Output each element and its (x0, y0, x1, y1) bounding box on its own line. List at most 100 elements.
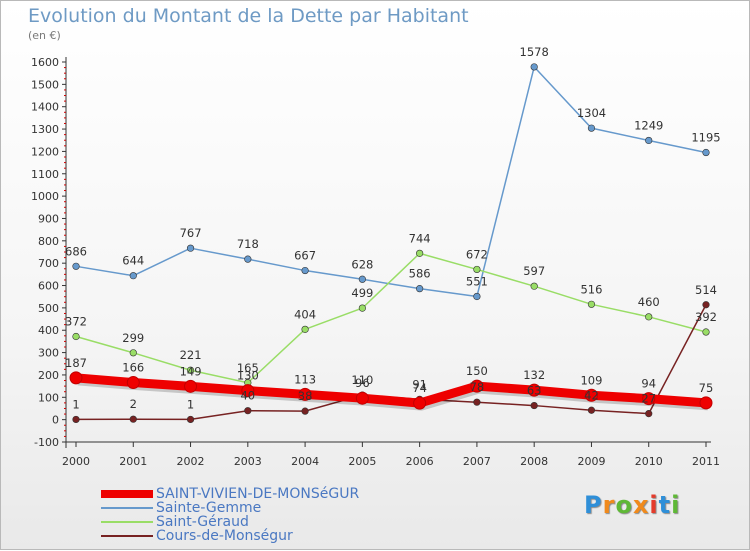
data-label: 2 (130, 397, 137, 411)
data-label: 63 (527, 384, 542, 398)
data-point (129, 415, 137, 423)
data-label: 686 (65, 244, 87, 258)
data-label: 644 (122, 254, 144, 268)
x-tick-label: 2010 (635, 455, 663, 468)
data-label: 109 (580, 373, 602, 387)
data-label: 460 (638, 295, 660, 309)
y-tick-label: 400 (38, 324, 59, 337)
data-label: 27 (641, 392, 656, 406)
data-label: 221 (180, 348, 202, 362)
data-label: 74 (412, 381, 427, 395)
data-point (241, 384, 255, 398)
data-point (301, 407, 309, 415)
legend-label-sainte-gemme: Sainte-Gemme (156, 500, 262, 516)
logo-letter: i (671, 491, 681, 519)
data-point (126, 376, 140, 390)
logo-letter: o (615, 491, 633, 519)
data-label: 499 (351, 286, 373, 300)
y-tick-label: 0 (52, 414, 59, 427)
logo-letter: t (658, 491, 672, 519)
y-tick-label: 900 (38, 212, 59, 225)
y-tick-label: 1400 (31, 101, 59, 114)
data-point (358, 275, 366, 283)
data-label: 38 (298, 389, 313, 403)
chart-title: Evolution du Montant de la Dette par Hab… (28, 5, 469, 27)
y-tick-label: 1500 (31, 78, 59, 91)
data-point (184, 379, 198, 393)
x-tick-label: 2000 (62, 455, 90, 468)
y-tick-label: -100 (34, 436, 59, 449)
data-label: 514 (695, 283, 717, 297)
data-label: 40 (240, 389, 255, 403)
data-label: 744 (409, 231, 431, 245)
data-label: 150 (466, 364, 488, 378)
data-label: 718 (237, 237, 259, 251)
data-label: 1578 (520, 45, 549, 59)
data-label: 628 (351, 257, 373, 271)
y-tick-label: 1000 (31, 190, 59, 203)
x-tick-label: 2011 (692, 455, 720, 468)
data-label: 149 (180, 364, 202, 378)
y-tick-label: 1600 (31, 56, 59, 69)
data-label: 1 (187, 397, 194, 411)
data-label: 667 (294, 249, 316, 263)
x-tick-label: 2004 (291, 455, 319, 468)
data-point (702, 328, 710, 336)
legend-label-saint-vivien: SAINT-VIVIEN-DE-MONSéGUR (156, 486, 360, 502)
data-point (645, 136, 653, 145)
logo-letter: P (584, 491, 603, 519)
data-label: 187 (65, 356, 87, 370)
data-point (129, 272, 137, 280)
proxiti-logo: Proxiti (584, 491, 680, 519)
data-point (530, 401, 538, 410)
data-point (702, 301, 710, 309)
data-point (645, 313, 653, 321)
data-label: 132 (523, 368, 545, 382)
data-point (587, 124, 596, 132)
data-label: 42 (584, 388, 599, 402)
data-point (413, 396, 427, 410)
data-point (186, 366, 195, 374)
data-point (642, 392, 656, 406)
data-point (186, 244, 195, 252)
data-point (186, 415, 195, 424)
data-point (416, 285, 424, 293)
data-label: 516 (580, 282, 602, 296)
data-label: 96 (355, 376, 370, 390)
data-point (645, 410, 653, 418)
data-point (72, 262, 80, 270)
data-label: 130 (237, 369, 259, 383)
data-point (702, 148, 710, 157)
y-tick-label: 600 (38, 280, 59, 293)
legend-swatch-cours-de-monsegur (101, 535, 153, 537)
y-tick-label: 800 (38, 235, 59, 248)
data-label: 94 (641, 377, 656, 391)
legend-swatch-sainte-gemme (101, 507, 153, 509)
data-label: 392 (695, 310, 717, 324)
data-point (244, 407, 252, 415)
series-line (75, 252, 707, 384)
data-label: 586 (409, 267, 431, 281)
logo-letter: r (602, 491, 616, 519)
x-tick-label: 2005 (348, 455, 376, 468)
data-label: 672 (466, 247, 488, 261)
y-tick-label: 300 (38, 347, 59, 360)
data-point (587, 406, 596, 414)
legend-swatch-saint-vivien (101, 490, 153, 498)
x-tick-label: 2003 (234, 455, 262, 468)
data-label: 597 (523, 264, 545, 278)
chart-subtitle: (en €) (28, 29, 61, 42)
x-tick-label: 2007 (463, 455, 491, 468)
data-label: 1304 (577, 106, 606, 120)
data-label: 165 (237, 361, 259, 375)
data-label: 404 (294, 307, 316, 321)
data-label: 166 (122, 361, 144, 375)
data-point (587, 300, 596, 308)
data-point (473, 292, 481, 301)
x-tick-label: 2008 (520, 455, 548, 468)
data-point (699, 396, 713, 410)
data-point (473, 265, 481, 274)
data-point (301, 266, 309, 275)
